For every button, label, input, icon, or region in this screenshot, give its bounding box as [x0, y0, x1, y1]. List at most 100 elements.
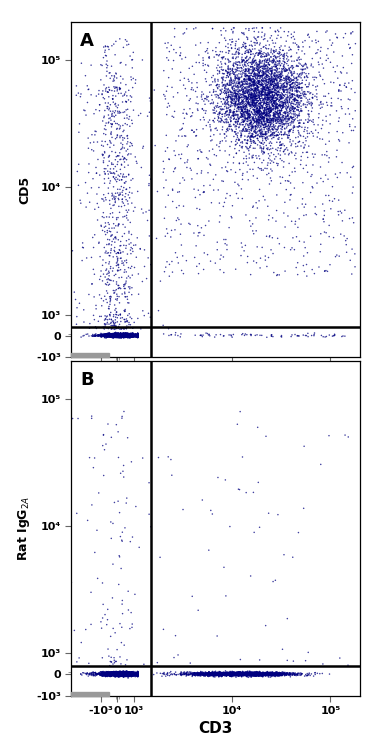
Point	[105, 330, 111, 342]
Point	[114, 329, 120, 341]
Point	[130, 668, 136, 680]
Point	[273, 124, 279, 135]
Point	[125, 322, 131, 333]
Point	[270, 86, 276, 98]
Point	[347, 255, 353, 266]
Point	[128, 668, 134, 680]
Point	[250, 96, 256, 107]
Point	[270, 668, 276, 680]
Point	[120, 669, 126, 681]
Point	[116, 328, 122, 340]
Point	[130, 330, 136, 342]
Point	[275, 89, 281, 101]
Point	[215, 668, 221, 679]
Point	[283, 75, 289, 87]
Point	[265, 35, 271, 47]
Point	[243, 63, 249, 75]
Point	[256, 668, 262, 680]
Point	[280, 78, 286, 90]
Point	[117, 183, 123, 195]
Point	[266, 77, 272, 89]
Point	[301, 59, 307, 71]
Point	[80, 241, 86, 253]
Point	[116, 330, 122, 342]
Point	[255, 116, 261, 128]
Point	[316, 107, 322, 119]
Point	[232, 668, 238, 680]
Point	[103, 331, 109, 343]
Point	[112, 668, 118, 680]
Point	[259, 131, 265, 143]
Point	[111, 329, 117, 341]
Point	[118, 330, 124, 342]
Point	[237, 666, 243, 678]
Point	[135, 329, 141, 341]
Point	[182, 82, 188, 94]
Point	[114, 330, 120, 342]
Point	[107, 668, 113, 680]
Point	[240, 83, 246, 95]
Point	[260, 41, 266, 53]
Point	[214, 669, 220, 681]
Point	[104, 330, 110, 342]
Point	[244, 105, 250, 117]
Point	[112, 188, 118, 199]
Point	[214, 102, 220, 113]
Point	[128, 330, 134, 342]
Point	[227, 668, 233, 680]
Point	[113, 329, 119, 341]
Point	[267, 136, 273, 148]
Point	[233, 666, 239, 678]
Point	[102, 668, 108, 679]
Point	[124, 670, 130, 682]
Point	[106, 668, 112, 680]
Point	[263, 88, 269, 100]
Point	[321, 91, 327, 102]
Point	[123, 329, 129, 341]
Point	[119, 331, 125, 343]
Point	[216, 670, 222, 682]
Point	[250, 670, 256, 682]
Point	[135, 330, 141, 342]
Point	[111, 287, 117, 299]
Point	[282, 148, 288, 160]
Point	[122, 669, 128, 681]
Point	[166, 270, 172, 282]
Point	[109, 669, 115, 681]
Point	[112, 99, 118, 110]
Point	[134, 330, 140, 342]
Point	[96, 668, 102, 680]
Point	[108, 329, 114, 341]
Point	[135, 330, 141, 342]
Point	[124, 330, 130, 342]
Point	[123, 667, 129, 679]
Point	[255, 668, 261, 679]
Point	[112, 668, 118, 679]
Point	[269, 74, 275, 86]
Point	[239, 26, 245, 38]
Point	[113, 669, 119, 681]
Point	[128, 329, 134, 341]
Point	[286, 63, 292, 75]
Point	[279, 67, 285, 79]
Point	[108, 330, 114, 342]
Point	[227, 668, 233, 680]
Point	[107, 329, 113, 341]
Point	[114, 669, 120, 681]
Point	[296, 81, 302, 93]
Point	[120, 330, 126, 342]
Point	[118, 329, 124, 341]
Point	[232, 668, 238, 680]
Point	[105, 668, 111, 680]
Point	[110, 315, 116, 327]
Point	[109, 668, 115, 679]
Point	[130, 329, 136, 341]
Point	[110, 330, 116, 342]
Point	[96, 238, 102, 250]
Point	[132, 329, 138, 341]
Point	[111, 329, 117, 341]
Point	[308, 668, 314, 680]
Point	[257, 668, 263, 680]
Point	[296, 92, 302, 104]
Point	[122, 668, 128, 679]
